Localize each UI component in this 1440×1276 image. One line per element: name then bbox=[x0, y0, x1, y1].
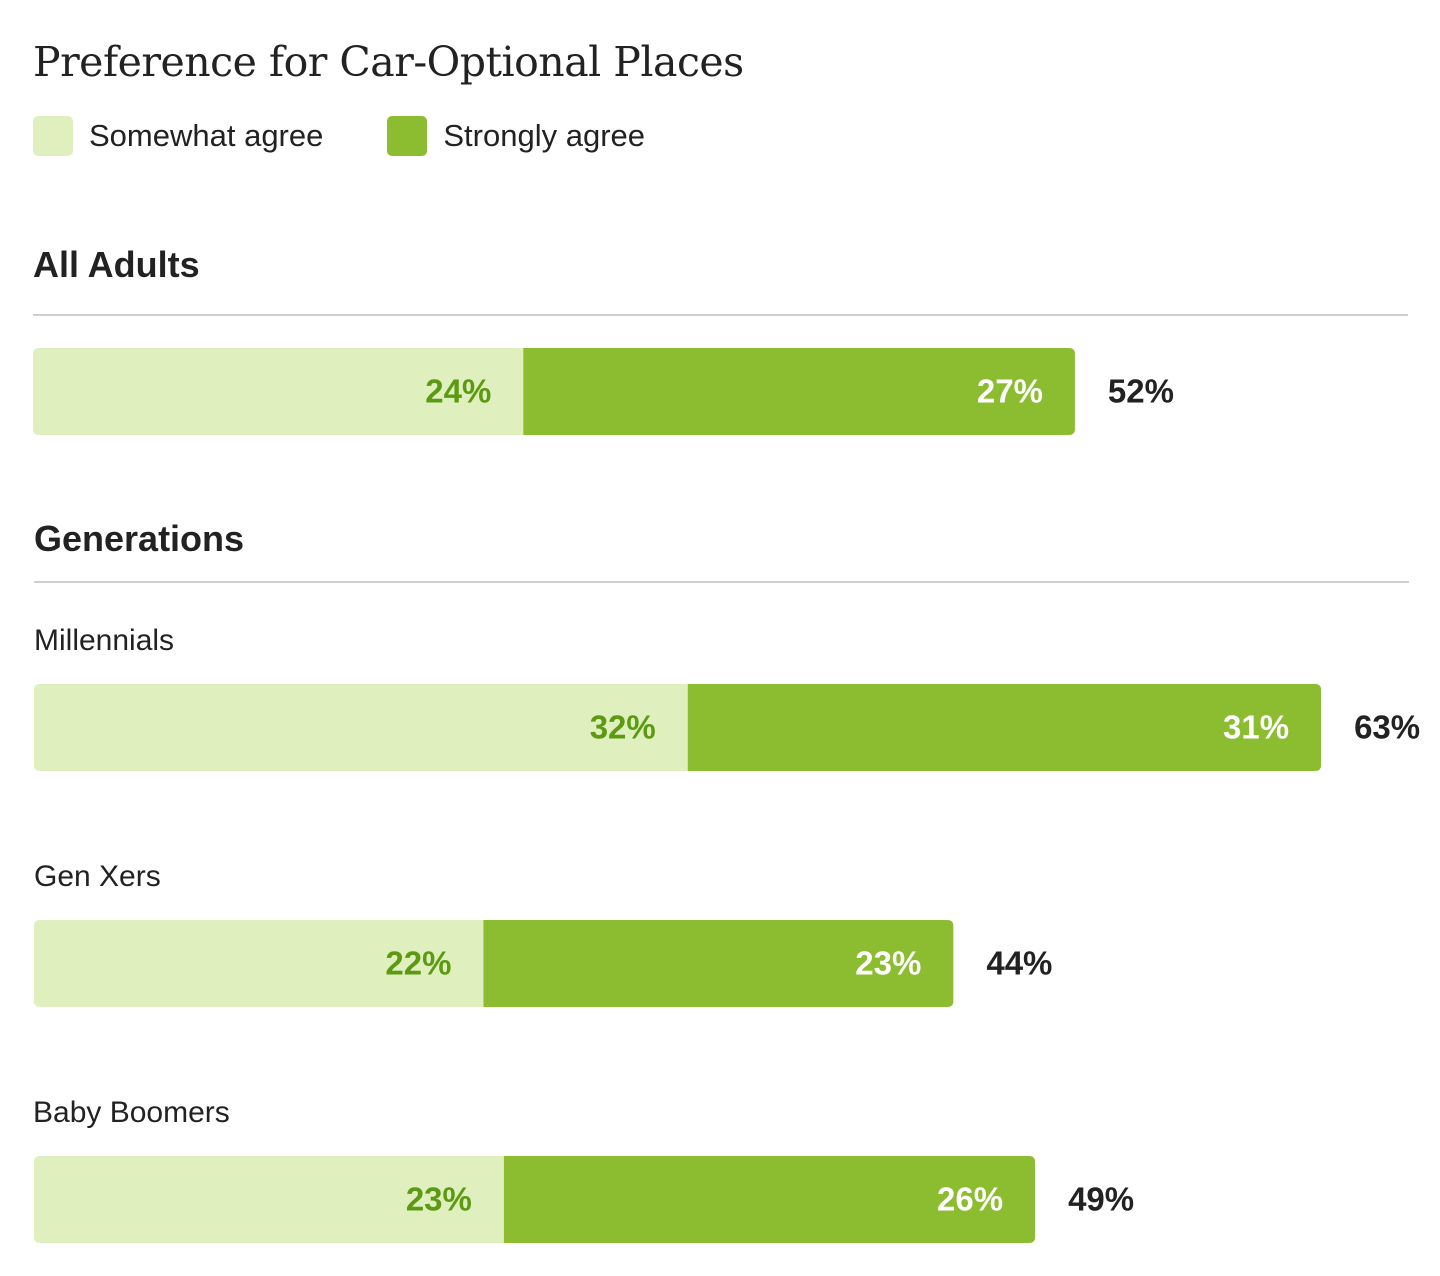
bar-group-millennials: 32% 31% 63% bbox=[34, 684, 1420, 771]
data-label-strongly-agree-baby-boomers: 26% bbox=[937, 1181, 1003, 1218]
data-label-total-all-adults: 52% bbox=[1108, 373, 1174, 410]
bar-somewhat-agree-all-adults bbox=[33, 348, 524, 435]
data-label-somewhat-agree-baby-boomers: 23% bbox=[406, 1181, 472, 1218]
legend-label-somewhat-agree: Somewhat agree bbox=[89, 118, 324, 153]
bar-strongly-agree-gen-xers bbox=[483, 920, 954, 1007]
legend-swatch-somewhat-agree bbox=[33, 116, 73, 156]
bar-group-all-adults: 24% 27% 52% bbox=[33, 348, 1174, 435]
legend: Somewhat agree Strongly agree bbox=[33, 116, 709, 156]
bar-group-baby-boomers: 23% 26% 49% bbox=[34, 1156, 1134, 1243]
data-label-strongly-agree-millennials: 31% bbox=[1223, 709, 1289, 746]
bar-somewhat-agree-baby-boomers bbox=[34, 1156, 504, 1243]
bar-strongly-agree-millennials bbox=[687, 684, 1322, 771]
bar-somewhat-agree-millennials bbox=[34, 684, 688, 771]
legend-item-somewhat-agree: Somewhat agree bbox=[33, 116, 323, 156]
section-divider-all-adults bbox=[33, 314, 1408, 316]
data-label-total-gen-xers: 44% bbox=[986, 945, 1052, 982]
data-label-total-millennials: 63% bbox=[1354, 709, 1420, 746]
group-label-baby-boomers: Baby Boomers bbox=[33, 1096, 230, 1129]
bar-somewhat-agree-gen-xers bbox=[34, 920, 484, 1007]
bar-strongly-agree-baby-boomers bbox=[503, 1156, 1036, 1243]
group-label-millennials: Millennials bbox=[34, 624, 175, 657]
section-heading-generations: Generations bbox=[34, 518, 245, 559]
data-label-total-baby-boomers: 49% bbox=[1068, 1181, 1134, 1218]
data-label-strongly-agree-gen-xers: 23% bbox=[855, 945, 921, 982]
data-label-somewhat-agree-millennials: 32% bbox=[590, 709, 656, 746]
bar-group-gen-xers: 22% 23% 44% bbox=[34, 920, 1052, 1007]
chart-title: Preference for Car-Optional Places bbox=[33, 38, 744, 86]
legend-item-strongly-agree: Strongly agree bbox=[387, 116, 645, 156]
bar-strongly-agree-all-adults bbox=[523, 348, 1075, 435]
section-divider-generations bbox=[34, 581, 1409, 583]
section-heading-all-adults: All Adults bbox=[33, 244, 200, 285]
data-label-strongly-agree-all-adults: 27% bbox=[977, 373, 1043, 410]
group-label-gen-xers: Gen Xers bbox=[34, 860, 161, 893]
legend-label-strongly-agree: Strongly agree bbox=[443, 118, 645, 153]
legend-swatch-strongly-agree bbox=[387, 116, 428, 156]
data-label-somewhat-agree-all-adults: 24% bbox=[425, 373, 491, 410]
data-label-somewhat-agree-gen-xers: 22% bbox=[385, 945, 451, 982]
